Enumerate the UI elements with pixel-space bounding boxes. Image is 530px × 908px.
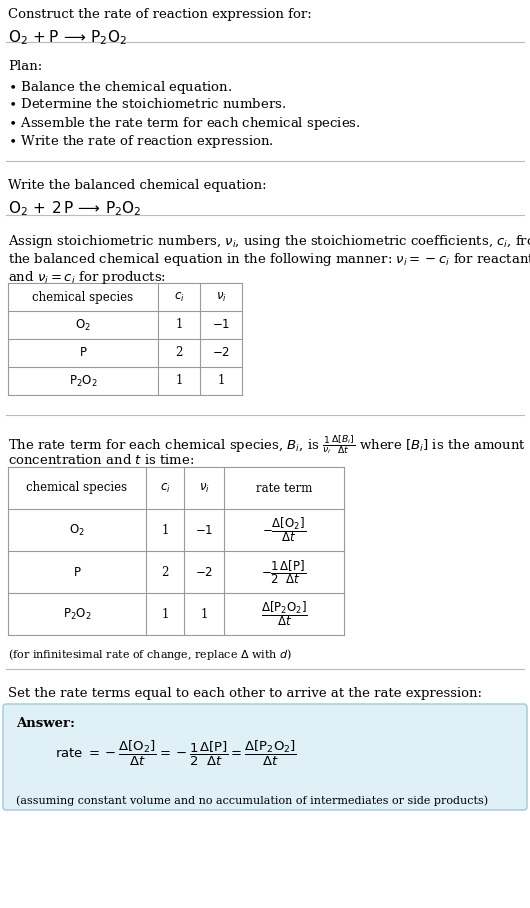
Text: $\mathrm{P}$: $\mathrm{P}$ [73,566,81,578]
Text: and $\nu_i = c_i$ for products:: and $\nu_i = c_i$ for products: [8,269,166,286]
Text: rate $= -\dfrac{\Delta[\mathrm{O_2}]}{\Delta t} = -\dfrac{1}{2}\dfrac{\Delta[\ma: rate $= -\dfrac{\Delta[\mathrm{O_2}]}{\D… [55,738,297,767]
Text: $-\dfrac{\Delta[\mathrm{O_2}]}{\Delta t}$: $-\dfrac{\Delta[\mathrm{O_2}]}{\Delta t}… [262,516,306,545]
Text: $\nu_i$: $\nu_i$ [216,291,226,303]
Text: $\mathrm{P}$: $\mathrm{P}$ [78,347,87,360]
Text: Plan:: Plan: [8,60,42,73]
Text: $-2$: $-2$ [212,347,230,360]
Text: $\dfrac{\Delta[\mathrm{P_2O_2}]}{\Delta t}$: $\dfrac{\Delta[\mathrm{P_2O_2}]}{\Delta … [261,599,307,628]
Text: 1: 1 [175,374,183,388]
Text: rate term: rate term [256,481,312,495]
Text: (for infinitesimal rate of change, replace $\Delta$ with $d$): (for infinitesimal rate of change, repla… [8,647,292,662]
Text: $\bullet$ Determine the stoichiometric numbers.: $\bullet$ Determine the stoichiometric n… [8,97,286,111]
Text: 1: 1 [161,607,169,620]
Text: Construct the rate of reaction expression for:: Construct the rate of reaction expressio… [8,8,312,21]
Text: $c_i$: $c_i$ [174,291,184,303]
Text: $\bullet$ Write the rate of reaction expression.: $\bullet$ Write the rate of reaction exp… [8,133,274,150]
Text: $c_i$: $c_i$ [160,481,170,495]
Text: $\mathrm{P_2O_2}$: $\mathrm{P_2O_2}$ [69,373,98,389]
Text: $\mathrm{O_2}$: $\mathrm{O_2}$ [75,318,91,332]
Text: Answer:: Answer: [16,717,75,730]
Text: $-1$: $-1$ [212,319,230,331]
Text: $\mathrm{O_2}$: $\mathrm{O_2}$ [69,522,85,538]
Text: the balanced chemical equation in the following manner: $\nu_i = -c_i$ for react: the balanced chemical equation in the fo… [8,251,530,268]
Text: chemical species: chemical species [32,291,134,303]
Text: $-\dfrac{1}{2}\dfrac{\Delta[\mathrm{P}]}{\Delta t}$: $-\dfrac{1}{2}\dfrac{\Delta[\mathrm{P}]}… [261,558,306,586]
Text: (assuming constant volume and no accumulation of intermediates or side products): (assuming constant volume and no accumul… [16,795,488,805]
Text: $\bullet$ Assemble the rate term for each chemical species.: $\bullet$ Assemble the rate term for eac… [8,115,361,132]
Text: Set the rate terms equal to each other to arrive at the rate expression:: Set the rate terms equal to each other t… [8,687,482,700]
Text: $-1$: $-1$ [195,524,213,537]
Text: 1: 1 [161,524,169,537]
Text: chemical species: chemical species [26,481,128,495]
Text: The rate term for each chemical species, $B_i$, is $\frac{1}{\nu_i}\frac{\Delta[: The rate term for each chemical species,… [8,433,526,456]
Text: $\bullet$ Balance the chemical equation.: $\bullet$ Balance the chemical equation. [8,79,232,96]
Text: concentration and $t$ is time:: concentration and $t$ is time: [8,453,195,467]
Text: 1: 1 [217,374,225,388]
Text: $-2$: $-2$ [195,566,213,578]
FancyBboxPatch shape [3,704,527,810]
Text: 2: 2 [161,566,169,578]
Text: 1: 1 [200,607,208,620]
Text: $\mathrm{O_2}$$\,+\mathrm{P}\,\longrightarrow\,\mathrm{P_2O_2}$: $\mathrm{O_2}$$\,+\mathrm{P}\,\longright… [8,28,127,46]
Text: 1: 1 [175,319,183,331]
Text: $\mathrm{O_2}$$\,+\,2\,\mathrm{P}\,\longrightarrow\,\mathrm{P_2O_2}$: $\mathrm{O_2}$$\,+\,2\,\mathrm{P}\,\long… [8,199,142,218]
Text: $\nu_i$: $\nu_i$ [199,481,209,495]
Text: 2: 2 [175,347,183,360]
Text: Assign stoichiometric numbers, $\nu_i$, using the stoichiometric coefficients, $: Assign stoichiometric numbers, $\nu_i$, … [8,233,530,250]
Text: Write the balanced chemical equation:: Write the balanced chemical equation: [8,179,267,192]
Text: $\mathrm{P_2O_2}$: $\mathrm{P_2O_2}$ [63,607,91,622]
